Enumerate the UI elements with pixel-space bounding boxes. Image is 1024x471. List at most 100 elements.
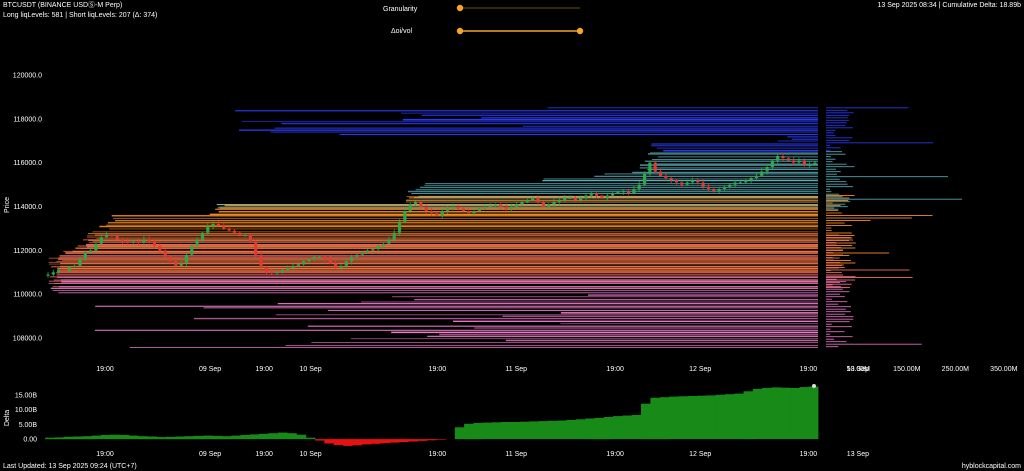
- candle-body: [456, 206, 460, 209]
- delta-bar: [771, 387, 782, 440]
- candle-body: [557, 199, 561, 203]
- delta-bar: [790, 388, 800, 440]
- delta-bar: [762, 388, 772, 440]
- price-tick-label: 114000.0: [13, 204, 42, 211]
- candle-body: [328, 259, 332, 264]
- candle-body: [89, 250, 93, 253]
- liquidation-volume-profile: [826, 107, 962, 348]
- candle-body: [296, 264, 300, 266]
- control-sliders[interactable]: [456, 4, 584, 35]
- delta-bar: [454, 427, 465, 440]
- delta-time-tick-label: 09 Sep: [199, 451, 221, 458]
- candle-body: [248, 235, 252, 242]
- volume-tick-label: 50.00M: [847, 366, 871, 373]
- price-tick-label: 116000.0: [13, 160, 42, 167]
- oi-vol-slider-handle[interactable]: [576, 27, 584, 35]
- candle-body: [706, 186, 711, 189]
- candle-body: [286, 267, 290, 271]
- candle-body: [184, 254, 189, 264]
- price-y-axis: 108000.0 110000.0 112000.0 114000.0 116000.0…: [4, 72, 42, 342]
- candle-body: [94, 243, 98, 251]
- candle-body: [376, 246, 380, 250]
- candle-body: [344, 261, 348, 266]
- delta-bar: [696, 395, 707, 440]
- candle-body: [696, 180, 700, 183]
- delta-bar: [566, 419, 577, 440]
- delta-bar: [63, 436, 74, 440]
- candle-body: [408, 204, 412, 211]
- candle-body: [536, 197, 540, 203]
- delta-bar: [147, 436, 158, 440]
- delta-last-point: [812, 383, 816, 388]
- candle-body: [733, 182, 737, 185]
- candle-body: [57, 270, 61, 273]
- delta-bar: [799, 387, 810, 440]
- candle-body: [413, 202, 418, 205]
- candle-body: [669, 178, 673, 181]
- candle-body: [717, 188, 721, 192]
- candle-body: [51, 272, 55, 275]
- candle-body: [541, 202, 545, 207]
- delta-time-tick-label: 19:00: [96, 451, 114, 458]
- candle-body: [222, 225, 226, 229]
- delta-bar: [277, 432, 288, 440]
- delta-time-tick-label: 19:00: [606, 451, 624, 458]
- delta-bar: [426, 439, 437, 441]
- granularity-slider-handle[interactable]: [456, 4, 464, 12]
- time-tick-label: 10 Sep: [300, 366, 322, 373]
- delta-bar: [417, 439, 428, 441]
- delta-bar: [622, 415, 633, 440]
- delta-area-chart: [45, 383, 819, 446]
- candle-body: [334, 263, 338, 268]
- delta-bar: [436, 439, 446, 440]
- delta-bar: [128, 435, 139, 440]
- delta-time-tick-label: 13 Sep: [847, 451, 869, 458]
- delta-bar: [333, 439, 344, 445]
- delta-bar: [296, 434, 307, 440]
- candle-body: [445, 208, 450, 211]
- volume-x-axis: 50.00M 150.00M 250.00M 350.00M: [847, 366, 1018, 373]
- candle-body: [674, 180, 679, 183]
- candle-body: [701, 182, 705, 187]
- candle-body: [371, 249, 375, 251]
- delta-bar: [231, 435, 241, 440]
- candle-body: [488, 205, 492, 207]
- candle-body: [78, 259, 82, 266]
- candle-body: [158, 246, 162, 251]
- delta-bar: [380, 439, 390, 444]
- delta-bar: [678, 396, 688, 440]
- candle-body: [73, 265, 77, 267]
- time-tick-label: 11 Sep: [505, 366, 527, 373]
- candle-body: [525, 199, 529, 203]
- liquidation-heatmap: [48, 107, 818, 348]
- time-tick-label: 19:00: [96, 366, 114, 373]
- candle-body: [46, 274, 50, 276]
- oi-vol-slider-handle[interactable]: [456, 27, 464, 35]
- delta-bar: [287, 433, 297, 440]
- delta-bar: [119, 435, 130, 440]
- candle-body: [227, 228, 231, 231]
- delta-bar: [72, 436, 83, 440]
- delta-bar: [780, 387, 791, 440]
- candle-body: [355, 254, 359, 257]
- last-updated: Last Updated: 13 Sep 2025 09:24 (UTC+7): [3, 463, 137, 470]
- candle-body: [658, 171, 663, 176]
- candle-body: [435, 213, 439, 216]
- candle-body: [616, 192, 620, 194]
- candle-body: [579, 197, 583, 200]
- delta-bar: [184, 436, 195, 440]
- oi-vol-label: Δoi/vol: [391, 28, 413, 35]
- delta-bar: [669, 396, 679, 440]
- delta-bar: [194, 435, 204, 440]
- candle-body: [131, 241, 135, 243]
- candle-body: [627, 191, 631, 194]
- delta-bar: [371, 439, 381, 444]
- delta-axis-title: Delta: [4, 410, 11, 426]
- delta-bar: [603, 417, 614, 440]
- candle-body: [392, 232, 396, 240]
- candle-body: [738, 182, 742, 184]
- candle-body: [797, 160, 801, 163]
- candle-body: [270, 272, 274, 274]
- delta-time-tick-label: 19:00: [429, 451, 447, 458]
- candle-body: [126, 241, 130, 243]
